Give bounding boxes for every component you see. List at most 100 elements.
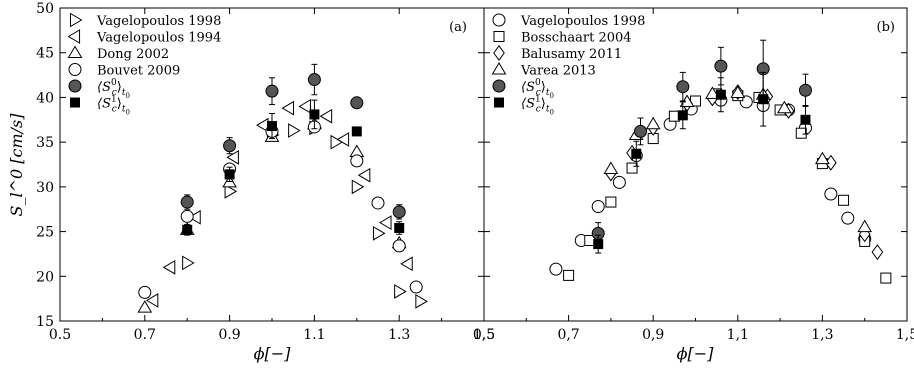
data-point: [281, 100, 295, 116]
panel-b-legend-marker: [491, 62, 507, 75]
panel-a-y-tick-label: 20: [36, 269, 54, 285]
data-point: [138, 285, 152, 299]
panel-a-x-tick-label: 1.5: [473, 327, 495, 343]
panel-b-x-tick-label: 0,7: [557, 327, 579, 343]
panel-a-y-tick-label: 30: [36, 180, 54, 196]
panel-a-y-tick-label: 35: [36, 135, 54, 151]
panel-b-legend-label: Varea 2013: [520, 64, 596, 79]
panel-a-y-tick-label: 25: [36, 225, 54, 241]
data-point: [394, 284, 407, 299]
data-point: [677, 110, 688, 121]
panel-a-x-tick-label: 0.7: [134, 327, 156, 343]
panel-a-plot-area: 0.5 0.7 0.9 1.1 1.3 1.5 15 20 25 30 35 40 45 50: [36, 1, 495, 343]
panel-b-legend-label: ⟨S1 c⟩t0: [521, 95, 554, 117]
panel-b-legend-marker: [493, 31, 505, 42]
data-point: [676, 80, 690, 94]
data-point: [265, 84, 279, 98]
panel-a-legend-label: Dong 2002: [97, 47, 169, 62]
data-point: [137, 300, 153, 313]
data-point: [815, 151, 830, 165]
data-point: [605, 196, 617, 208]
panel-b-legend: Vagelopoulos 1998 Bosschaart 2004Balusamy…: [491, 13, 645, 117]
panel-a-y-tick-label: 45: [36, 46, 54, 62]
panel-b-legend-marker: [493, 44, 505, 62]
data-point: [267, 121, 277, 132]
panel-b-series-2: [605, 84, 884, 261]
data-point: [715, 89, 726, 100]
panel-a-y-tick-label: 50: [36, 1, 54, 17]
panel-b-x-tick-label: 1,1: [727, 327, 749, 343]
data-point: [603, 161, 619, 175]
data-point: [631, 148, 642, 159]
data-point: [162, 259, 176, 275]
data-point: [591, 200, 605, 214]
panel-b-x-tick-label: 1,3: [811, 327, 833, 343]
data-point: [330, 134, 344, 150]
panel-b-legend-marker: [492, 79, 506, 93]
data-point: [288, 123, 301, 138]
data-point: [776, 100, 792, 114]
data-point: [857, 219, 873, 233]
panel-a-x-tick-label: 1.1: [303, 327, 325, 343]
data-point: [871, 244, 884, 261]
panel-b-plot-area: 0,5 0,7 0,9 1,1 1,3 1,5: [473, 7, 914, 343]
data-point: [549, 262, 563, 276]
data-point: [626, 162, 638, 174]
data-point: [612, 175, 626, 189]
panel-a-legend-marker: [67, 45, 83, 59]
data-point: [800, 114, 811, 125]
data-point: [394, 222, 405, 233]
data-point: [372, 225, 386, 241]
data-point: [351, 126, 362, 137]
panel-a-x-axis-label: ϕ[−]: [254, 344, 292, 363]
panel-a-legend-label: ⟨S1 c⟩t0: [97, 95, 130, 117]
data-point: [180, 195, 194, 209]
data-point: [645, 116, 661, 130]
data-point: [841, 211, 855, 225]
panel-a-series-4: [180, 63, 406, 220]
data-point: [563, 269, 575, 281]
panel-a-label: (a): [449, 20, 467, 35]
panel-a-series-2: [137, 116, 407, 313]
panel-b-x-axis-label: ϕ[−]: [677, 344, 715, 363]
data-point: [730, 85, 746, 99]
data-point: [309, 109, 320, 120]
data-point: [392, 205, 406, 219]
data-point: [188, 209, 201, 225]
data-point: [415, 293, 428, 309]
panel-a-series-3: [138, 120, 423, 299]
panel-a-legend-marker: [68, 63, 82, 76]
y-axis-label: S_l^0 [cm/s]: [7, 113, 26, 217]
panel-a-legend-marker: [67, 29, 81, 44]
data-point: [336, 132, 350, 147]
panel-a: (a) ϕ[−] 0.5 0.7 0.9 1.1 1.3 1.5 15 20 25 30 35 40 4…: [36, 1, 495, 363]
panel-b-legend-label: Balusamy 2011: [521, 47, 622, 62]
data-point: [226, 149, 239, 165]
data-point: [371, 196, 385, 210]
panel-a-x-tick-label: 1.3: [388, 327, 410, 343]
panel-b-x-tick-label: 1,5: [896, 327, 914, 343]
data-point: [224, 183, 238, 199]
data-point: [223, 139, 237, 153]
panel-b: (b) ϕ[−] 0,5 0,7 0,9 1,1 1,3 1,5 Vagelopoulos…: [473, 7, 914, 363]
data-point: [180, 209, 194, 223]
data-point: [593, 239, 604, 250]
data-point: [350, 96, 364, 110]
panel-a-y-tick-label: 15: [36, 314, 54, 330]
data-point: [357, 167, 371, 183]
data-point: [714, 59, 728, 73]
panel-b-legend-label: Bosschaart 2004: [521, 31, 632, 46]
data-point: [798, 83, 812, 97]
panel-b-legend-marker: [494, 97, 504, 108]
data-point: [705, 86, 720, 99]
panel-b-label: (b): [877, 20, 895, 35]
panel-a-series-0: [182, 120, 428, 309]
panel-b-series-5: [593, 71, 811, 254]
panel-b-legend-label: ⟨S0 c⟩t0: [521, 78, 554, 100]
data-point: [350, 154, 364, 168]
panel-a-legend-label: Vagelopoulos 1998: [96, 14, 221, 29]
data-point: [409, 280, 423, 294]
data-point: [378, 215, 392, 231]
